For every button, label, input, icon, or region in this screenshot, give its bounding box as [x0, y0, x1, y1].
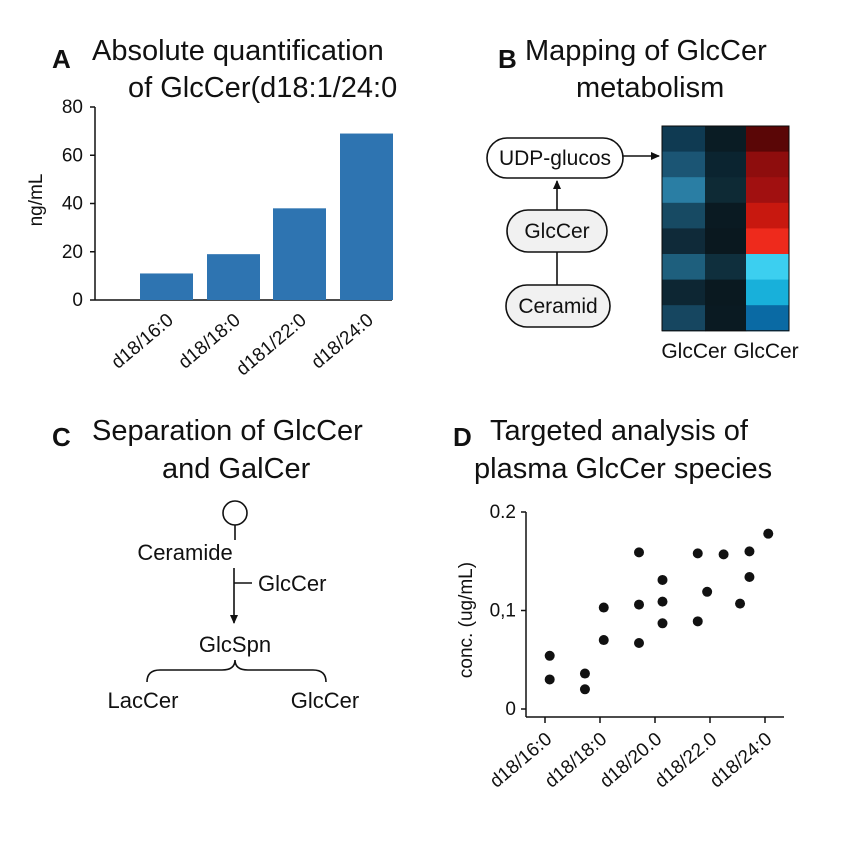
heatmap-cell [662, 126, 706, 153]
panel-b-title-line2: metabolism [576, 72, 724, 104]
scatter-point [579, 684, 590, 695]
scatter-point [692, 616, 703, 627]
panel-d-ytick-label: 0,1 [490, 601, 516, 622]
bar-d18/18:0 [207, 254, 260, 300]
scatter-point [579, 668, 590, 679]
heatmap-cell [746, 305, 790, 332]
scatter-point [598, 602, 609, 613]
heatmap-col-label-1: GlcCer [661, 340, 726, 363]
panel-d-title-line1: Targeted analysis of [490, 415, 749, 447]
panel-d-label: D [453, 422, 472, 452]
node-ceramide-label: Ceramid [518, 295, 597, 318]
panel-a-ytick-label: 0 [72, 290, 83, 311]
node-udp-glucose-label: UDP-glucos [499, 147, 611, 170]
panel-a-ytick-label: 60 [62, 145, 83, 166]
panel-a-ylabel: ng/mL [26, 174, 47, 227]
heatmap-cell [746, 254, 790, 281]
heatmap-cell [746, 279, 790, 306]
panel-a-label: A [52, 44, 71, 74]
heatmap-cell [705, 126, 747, 153]
scatter-point [598, 635, 609, 646]
panel-a-title-line2: of GlcCer(d18:1/24:0 [128, 72, 397, 104]
bar-d18/16:0 [140, 273, 193, 300]
heatmap-cell [705, 305, 747, 332]
laccer-label: LacCer [108, 688, 179, 713]
heatmap-cell [705, 151, 747, 178]
panel-b: B Mapping of GlcCer metabolism UDP-gluco… [486, 35, 799, 363]
bar-d181/22:0 [273, 208, 326, 300]
panel-c-title-line2: and GalCer [162, 453, 311, 485]
node-ceramide: Ceramid [505, 284, 611, 328]
scatter-point [744, 572, 755, 583]
panel-b-label: B [498, 44, 517, 74]
branch-brace [146, 659, 327, 683]
heatmap-cell [662, 177, 706, 204]
heatmap-cell [746, 228, 790, 255]
panel-d-ylabel: conc. (ug/mL) [456, 562, 477, 678]
heatmap-cell [705, 202, 747, 229]
scatter-point [763, 528, 774, 539]
panel-a-xtick-label: d181/22:0 [232, 310, 310, 380]
heatmap-cell [746, 151, 790, 178]
heatmap-b [661, 125, 790, 332]
heatmap-cell [662, 305, 706, 332]
scatter-point [657, 596, 668, 607]
scatter-point [657, 618, 668, 629]
panel-d-ytick-label: 0.2 [490, 502, 516, 523]
scatter-point [544, 674, 555, 685]
panel-d: D Targeted analysis of plasma GlcCer spe… [453, 415, 784, 792]
heatmap-cell [746, 177, 790, 204]
panel-a: A Absolute quantification of GlcCer(d18:… [26, 35, 397, 380]
enzyme-label: GlcCer [258, 571, 326, 596]
panel-a-ytick-label: 40 [62, 194, 83, 215]
panel-a-ytick-label: 80 [62, 97, 83, 118]
scatter-point [702, 586, 713, 597]
panel-c: C Separation of GlcCer and GalCer Cerami… [52, 415, 363, 713]
panel-a-xtick-label: d18/16:0 [108, 310, 178, 374]
panel-d-ytick-label: 0 [505, 699, 516, 720]
heatmap-border [661, 125, 790, 332]
glccer-product-label: GlcCer [291, 688, 359, 713]
heatmap-cell [662, 254, 706, 281]
scatter-point [544, 650, 555, 661]
sugar-head-circle-icon [222, 500, 248, 526]
scatter-point [744, 546, 755, 557]
scatter-point [692, 548, 703, 559]
node-glccer: GlcCer [506, 209, 608, 253]
heatmap-col-label-2: GlcCer [733, 340, 798, 363]
heatmap-cell [662, 151, 706, 178]
node-udp-glucose: UDP-glucos [486, 137, 624, 179]
scatter-point [718, 549, 729, 560]
panel-b-title-line1: Mapping of GlcCer [525, 35, 767, 67]
scatter-chart-d: conc. (ug/mL) 00,10.2d18/16:0d18/18:0d18… [456, 502, 784, 792]
panel-a-ytick-label: 20 [62, 242, 83, 263]
heatmap-cell [662, 228, 706, 255]
bar-chart-a: ng/mL 020406080d18/16:0d18/18:0d181/22:0… [26, 97, 393, 380]
glcspn-label: GlcSpn [199, 632, 271, 657]
scatter-point [735, 598, 746, 609]
scatter-point [634, 547, 644, 558]
heatmap-cell [705, 254, 747, 281]
heatmap-cell [746, 126, 790, 153]
scatter-point [657, 574, 668, 585]
heatmap-cell [662, 202, 706, 229]
node-glccer-label: GlcCer [524, 220, 589, 243]
panel-d-title-line2: plasma GlcCer species [474, 453, 772, 485]
ceramide-label: Ceramide [137, 540, 232, 565]
heatmap-cell [705, 177, 747, 204]
panel-c-label: C [52, 422, 71, 452]
panel-a-title-line1: Absolute quantification [92, 35, 384, 67]
heatmap-cell [662, 279, 706, 306]
heatmap-cell [705, 279, 747, 306]
heatmap-cell [705, 228, 747, 255]
bar-d18/24:0 [340, 133, 393, 300]
panel-c-title-line1: Separation of GlcCer [92, 415, 363, 447]
scatter-point [634, 638, 644, 649]
panel-d-xtick-label: d18/24:0 [706, 729, 776, 793]
heatmap-cell [746, 202, 790, 229]
panel-a-xtick-label: d18/24:0 [308, 310, 378, 374]
scatter-point [634, 599, 644, 610]
